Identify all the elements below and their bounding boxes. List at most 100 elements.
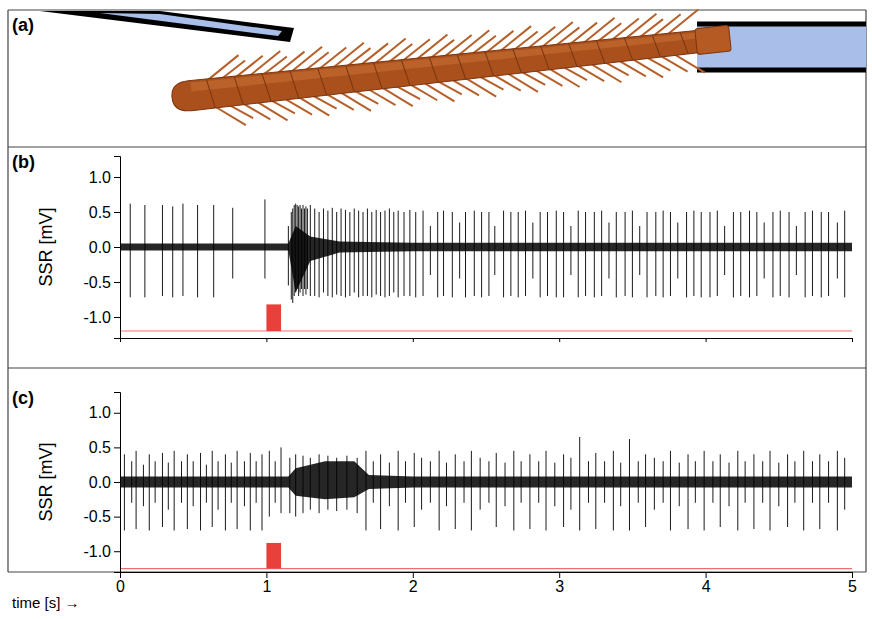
- spike: [367, 209, 368, 297]
- spike: [144, 205, 145, 297]
- spike: [291, 212, 292, 300]
- spike: [670, 451, 671, 531]
- spike: [300, 205, 301, 293]
- spike: [264, 199, 265, 278]
- tick: [266, 338, 267, 342]
- segment-edge: [290, 70, 299, 99]
- tick-label: 1: [262, 578, 271, 595]
- spike: [540, 212, 541, 297]
- spike: [409, 210, 410, 296]
- tick-mark: [114, 247, 120, 248]
- spike: [488, 212, 489, 296]
- spike: [307, 209, 308, 290]
- tick-mark: [559, 338, 560, 342]
- spike: [494, 226, 495, 275]
- spike: [717, 211, 718, 296]
- spike: [594, 212, 595, 297]
- panel-label: (c): [12, 388, 34, 408]
- spike: [310, 458, 311, 510]
- spike: [503, 211, 504, 298]
- spike: [756, 212, 757, 296]
- spike: [136, 451, 137, 529]
- spikes: [124, 437, 844, 530]
- tick-label: 0.0: [89, 239, 111, 256]
- spike: [303, 205, 304, 296]
- spike: [480, 458, 481, 510]
- spike: [310, 205, 311, 296]
- tick-mark: [706, 572, 707, 578]
- spike: [218, 461, 219, 509]
- spike: [193, 461, 194, 506]
- spike: [319, 454, 320, 513]
- spike: [481, 212, 482, 297]
- axis: -1.0-0.50.00.51.0: [83, 157, 120, 339]
- spike: [780, 211, 781, 296]
- tick-label: 1.0: [89, 404, 111, 421]
- spike: [336, 212, 337, 295]
- segment-edge: [513, 48, 522, 73]
- spike: [525, 211, 526, 296]
- tick-mark: [120, 338, 121, 342]
- spike: [837, 451, 838, 531]
- spike: [292, 209, 293, 304]
- tick-label: 3: [555, 578, 564, 595]
- electrode: [40, 11, 294, 42]
- spike: [570, 226, 571, 275]
- spike: [654, 458, 655, 510]
- spike: [384, 211, 385, 298]
- spike: [563, 212, 564, 297]
- panel-label: (b): [12, 152, 35, 172]
- tick-label: 2: [409, 578, 418, 595]
- spikes: [130, 199, 844, 303]
- spike: [437, 212, 438, 297]
- spike: [168, 463, 169, 510]
- tick-mark: [413, 572, 414, 578]
- spike: [663, 461, 664, 503]
- segment-edge: [262, 73, 271, 102]
- spike: [200, 453, 201, 531]
- spike: [305, 206, 306, 294]
- spike: [474, 211, 475, 296]
- stimulus: [266, 304, 281, 331]
- spike: [414, 453, 415, 527]
- spike: [819, 454, 820, 529]
- spike: [212, 451, 213, 527]
- tick-label: -1.0: [83, 309, 111, 326]
- spike: [459, 223, 460, 279]
- segment-edge: [318, 67, 327, 95]
- tick-mark: [120, 572, 121, 578]
- tick-label: 0.5: [89, 204, 111, 221]
- spike: [529, 454, 530, 529]
- spike: [720, 454, 721, 527]
- spike: [301, 209, 302, 290]
- tick-mark: [114, 413, 120, 414]
- spike: [570, 458, 571, 510]
- tick: 0: [116, 572, 125, 595]
- tick-label: -0.5: [83, 274, 111, 291]
- spike: [250, 453, 251, 531]
- spike: [393, 212, 394, 293]
- tick: [120, 338, 121, 342]
- spike: [294, 205, 295, 296]
- spike: [237, 451, 238, 529]
- tick-label: 4: [702, 578, 711, 595]
- spike: [588, 461, 589, 503]
- spike: [704, 451, 705, 531]
- spike: [828, 461, 829, 503]
- spike: [430, 226, 431, 275]
- spike: [554, 463, 555, 507]
- axis-title: time [s] →: [12, 594, 80, 611]
- tick: 1.0: [89, 404, 120, 421]
- segment-edge: [485, 51, 494, 77]
- antenna: [168, 3, 733, 133]
- spike: [376, 210, 377, 295]
- tick-mark: [114, 317, 120, 318]
- spike: [262, 454, 263, 530]
- spike: [789, 212, 790, 297]
- spike: [303, 456, 304, 513]
- tick-label: 0: [116, 578, 125, 595]
- spike: [398, 211, 399, 298]
- spike: [349, 212, 350, 296]
- axis-line: [121, 573, 853, 579]
- segment-edge: [457, 54, 466, 80]
